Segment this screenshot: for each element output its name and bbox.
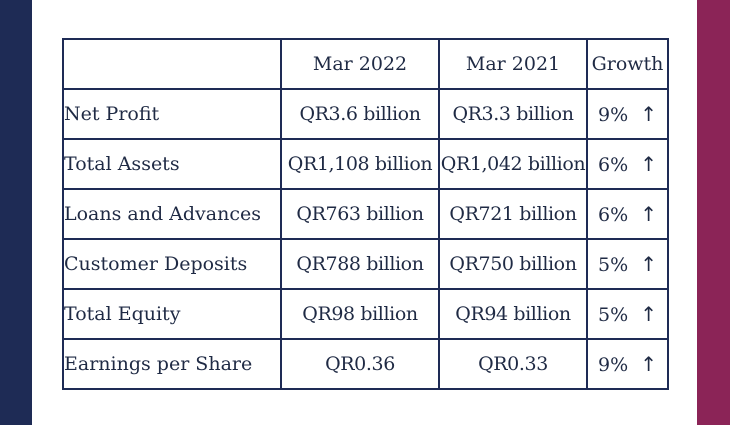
up-arrow-icon: ↑ bbox=[640, 202, 657, 226]
row-label: Customer Deposits bbox=[62, 238, 282, 290]
growth-cell: 6% ↑ bbox=[586, 188, 669, 240]
value-mar-2021: QR1,042 billion bbox=[438, 138, 588, 190]
value-mar-2022: QR3.6 billion bbox=[280, 88, 440, 140]
value-mar-2022: QR1,108 billion bbox=[280, 138, 440, 190]
growth-value: 5% bbox=[598, 254, 629, 276]
value-mar-2021: QR0.33 bbox=[438, 338, 588, 390]
row-label: Loans and Advances bbox=[62, 188, 282, 240]
growth-cell: 5% ↑ bbox=[586, 288, 669, 340]
value-mar-2021: QR94 billion bbox=[438, 288, 588, 340]
value-mar-2022: QR788 billion bbox=[280, 238, 440, 290]
up-arrow-icon: ↑ bbox=[640, 302, 657, 326]
growth-cell: 6% ↑ bbox=[586, 138, 669, 190]
value-mar-2022: QR98 billion bbox=[280, 288, 440, 340]
value-mar-2022: QR763 billion bbox=[280, 188, 440, 240]
growth-value: 9% bbox=[598, 354, 629, 376]
financial-results-table: Mar 2022 Mar 2021 Growth Net Profit QR3.… bbox=[62, 38, 669, 390]
header-mar-2022: Mar 2022 bbox=[280, 38, 440, 90]
growth-value: 6% bbox=[598, 154, 629, 176]
value-mar-2021: QR721 billion bbox=[438, 188, 588, 240]
growth-value: 5% bbox=[598, 304, 629, 326]
value-mar-2022: QR0.36 bbox=[280, 338, 440, 390]
up-arrow-icon: ↑ bbox=[640, 352, 657, 376]
up-arrow-icon: ↑ bbox=[640, 102, 657, 126]
value-mar-2021: QR750 billion bbox=[438, 238, 588, 290]
up-arrow-icon: ↑ bbox=[640, 152, 657, 176]
table-row: Total Equity QR98 billion QR94 billion 5… bbox=[62, 288, 669, 340]
growth-value: 9% bbox=[598, 104, 629, 126]
row-label: Total Assets bbox=[62, 138, 282, 190]
table-row: Loans and Advances QR763 billion QR721 b… bbox=[62, 188, 669, 240]
table-row: Net Profit QR3.6 billion QR3.3 billion 9… bbox=[62, 88, 669, 140]
row-label: Earnings per Share bbox=[62, 338, 282, 390]
growth-cell: 5% ↑ bbox=[586, 238, 669, 290]
header-blank bbox=[62, 38, 282, 90]
header-growth: Growth bbox=[586, 38, 669, 90]
row-label: Total Equity bbox=[62, 288, 282, 340]
growth-cell: 9% ↑ bbox=[586, 338, 669, 390]
up-arrow-icon: ↑ bbox=[640, 252, 657, 276]
table-header-row: Mar 2022 Mar 2021 Growth bbox=[62, 38, 669, 90]
growth-value: 6% bbox=[598, 204, 629, 226]
growth-cell: 9% ↑ bbox=[586, 88, 669, 140]
table-row: Total Assets QR1,108 billion QR1,042 bil… bbox=[62, 138, 669, 190]
table-row: Earnings per Share QR0.36 QR0.33 9% ↑ bbox=[62, 338, 669, 390]
table-row: Customer Deposits QR788 billion QR750 bi… bbox=[62, 238, 669, 290]
left-accent-bar bbox=[0, 0, 32, 425]
right-accent-bar bbox=[697, 0, 730, 425]
row-label: Net Profit bbox=[62, 88, 282, 140]
value-mar-2021: QR3.3 billion bbox=[438, 88, 588, 140]
header-mar-2021: Mar 2021 bbox=[438, 38, 588, 90]
